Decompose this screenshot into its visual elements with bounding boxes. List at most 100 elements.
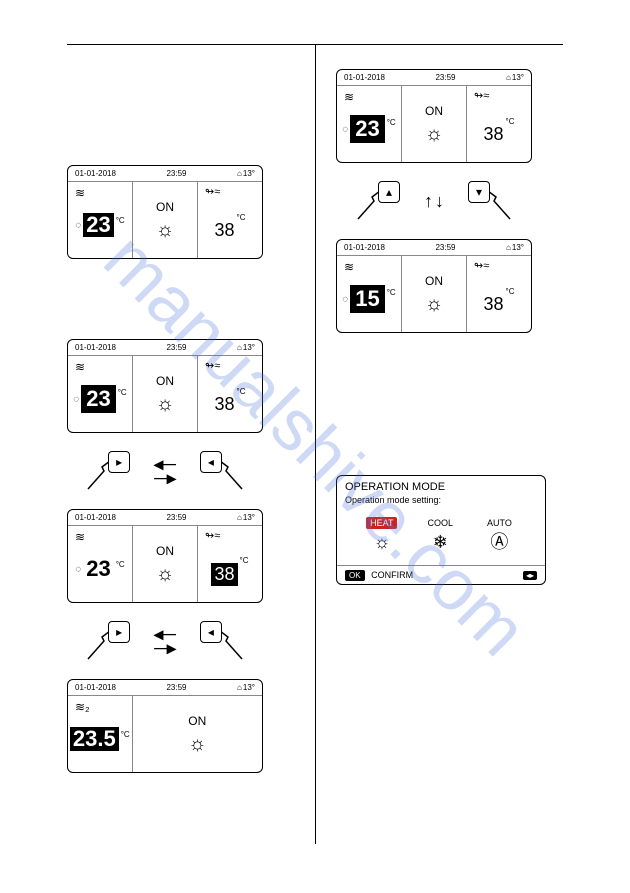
nav-badge: ◂▸	[523, 571, 537, 580]
heat-icon: ≋	[75, 361, 85, 373]
zone-temp: 23	[83, 557, 113, 581]
water-temp: 38	[214, 220, 234, 241]
zone-temp: 23.5	[70, 727, 119, 751]
heat-icon: ≋	[344, 91, 354, 103]
home-temp: ⌂13°	[237, 343, 255, 352]
unit: °C	[237, 213, 246, 222]
opmode-heat[interactable]: HEAT ☼	[366, 517, 397, 551]
zone-temp: 15	[350, 285, 384, 313]
water-temp: 38	[483, 124, 503, 145]
date: 01-01-2018	[344, 73, 385, 82]
date: 01-01-2018	[344, 243, 385, 252]
date: 01-01-2018	[75, 343, 116, 352]
unit: °C	[237, 387, 246, 396]
tap-icon: ↬≈	[205, 531, 220, 542]
drop-icon: ◌	[342, 294, 348, 305]
confirm-label: OK CONFIRM	[345, 570, 413, 580]
home-temp: ⌂13°	[506, 73, 524, 82]
right-column: 01-01-2018 23:59 ⌂13° ≋ ◌ 23 °C ON	[315, 45, 563, 844]
drop-icon: ◌	[342, 124, 348, 135]
opmode-cool[interactable]: COOL ❄	[423, 517, 457, 551]
hand-left[interactable]: ▸	[86, 621, 132, 661]
time: 23:59	[435, 73, 455, 82]
ok-badge: OK	[345, 570, 365, 581]
time: 23:59	[166, 169, 186, 178]
right-key[interactable]: ▸	[108, 451, 130, 473]
sun-icon: ☼	[188, 734, 206, 754]
heat-icon: ≋	[75, 531, 85, 543]
hand-left[interactable]: ▴	[356, 181, 402, 221]
heat-icon: ≋	[344, 261, 354, 273]
home-temp: ⌂13°	[237, 513, 255, 522]
display-card-l1: 01-01-2018 23:59 ⌂13° ≋ ◌ 23 °C ON	[67, 165, 263, 259]
time: 23:59	[435, 243, 455, 252]
unit: °C	[506, 117, 515, 126]
nav-row: ▸ ◂──▸ ◂	[67, 449, 263, 493]
sun-icon: ☼	[425, 124, 443, 144]
tap-icon: ↬≈	[474, 91, 489, 102]
snow-icon: ❄	[433, 533, 448, 551]
left-key[interactable]: ◂	[200, 621, 222, 643]
heat-icon: ≋₂	[75, 701, 90, 713]
on-label: ON	[425, 274, 443, 288]
down-key[interactable]: ▾	[468, 181, 490, 203]
time: 23:59	[166, 343, 186, 352]
unit: °C	[387, 288, 396, 297]
unit: °C	[116, 216, 125, 225]
display-card-l2: 01-01-2018 23:59 ⌂13° ≋ ◌ 23 °C ON	[67, 339, 263, 433]
drop-icon: ◌	[75, 564, 81, 575]
home-temp: ⌂13°	[506, 243, 524, 252]
heat-icon: ≋	[75, 187, 85, 199]
hand-right[interactable]: ▾	[466, 181, 512, 221]
left-column: 01-01-2018 23:59 ⌂13° ≋ ◌ 23 °C ON	[67, 45, 315, 844]
up-key[interactable]: ▴	[378, 181, 400, 203]
time: 23:59	[166, 683, 186, 692]
water-temp: 38	[211, 563, 237, 586]
water-temp: 38	[483, 294, 503, 315]
water-temp: 38	[214, 394, 234, 415]
hand-left[interactable]: ▸	[86, 451, 132, 491]
unit: °C	[116, 560, 125, 569]
left-key[interactable]: ◂	[200, 451, 222, 473]
on-label: ON	[156, 200, 174, 214]
sun-icon: ☼	[425, 294, 443, 314]
display-card-r1: 01-01-2018 23:59 ⌂13° ≋ ◌ 23 °C ON	[336, 69, 532, 163]
unit: °C	[387, 118, 396, 127]
sun-icon: ☼	[156, 220, 174, 240]
drop-icon: ◌	[73, 394, 79, 405]
date: 01-01-2018	[75, 513, 116, 522]
opmode-title: OPERATION MODE	[337, 476, 545, 495]
date: 01-01-2018	[75, 683, 116, 692]
operation-mode-panel: OPERATION MODE Operation mode setting: H…	[336, 475, 546, 585]
zone-temp: 23	[81, 385, 115, 413]
sun-icon: ☼	[156, 394, 174, 414]
arrows: ◂──▸	[154, 457, 176, 486]
display-card-l3: 01-01-2018 23:59 ⌂13° ≋ ◌ 23 °C ON	[67, 509, 263, 603]
on-label: ON	[425, 104, 443, 118]
right-key[interactable]: ▸	[108, 621, 130, 643]
home-temp: ⌂13°	[237, 169, 255, 178]
time: 23:59	[166, 513, 186, 522]
zone-temp: 23	[350, 115, 384, 143]
unit: °C	[506, 287, 515, 296]
drop-icon: ◌	[75, 220, 81, 231]
hand-right[interactable]: ◂	[198, 621, 244, 661]
arrows: ◂──▸	[154, 627, 176, 656]
on-label: ON	[188, 714, 206, 728]
unit: °C	[121, 730, 130, 739]
tap-icon: ↬≈	[205, 187, 220, 198]
hand-right[interactable]: ◂	[198, 451, 244, 491]
opmode-auto[interactable]: AUTO Ⓐ	[483, 517, 516, 551]
display-card-r2: 01-01-2018 23:59 ⌂13° ≋ ◌ 15 °C ON	[336, 239, 532, 333]
nav-row-ud: ▴ ↑↓ ▾	[336, 179, 532, 223]
zone-temp: 23	[83, 213, 113, 237]
auto-icon: Ⓐ	[490, 533, 508, 551]
unit: °C	[118, 388, 127, 397]
date: 01-01-2018	[75, 169, 116, 178]
opmode-subtitle: Operation mode setting:	[337, 495, 545, 513]
on-label: ON	[156, 544, 174, 558]
sun-icon: ☼	[374, 533, 391, 551]
sun-icon: ☼	[156, 564, 174, 584]
tap-icon: ↬≈	[474, 261, 489, 272]
arrows-ud: ↑↓	[424, 191, 444, 212]
